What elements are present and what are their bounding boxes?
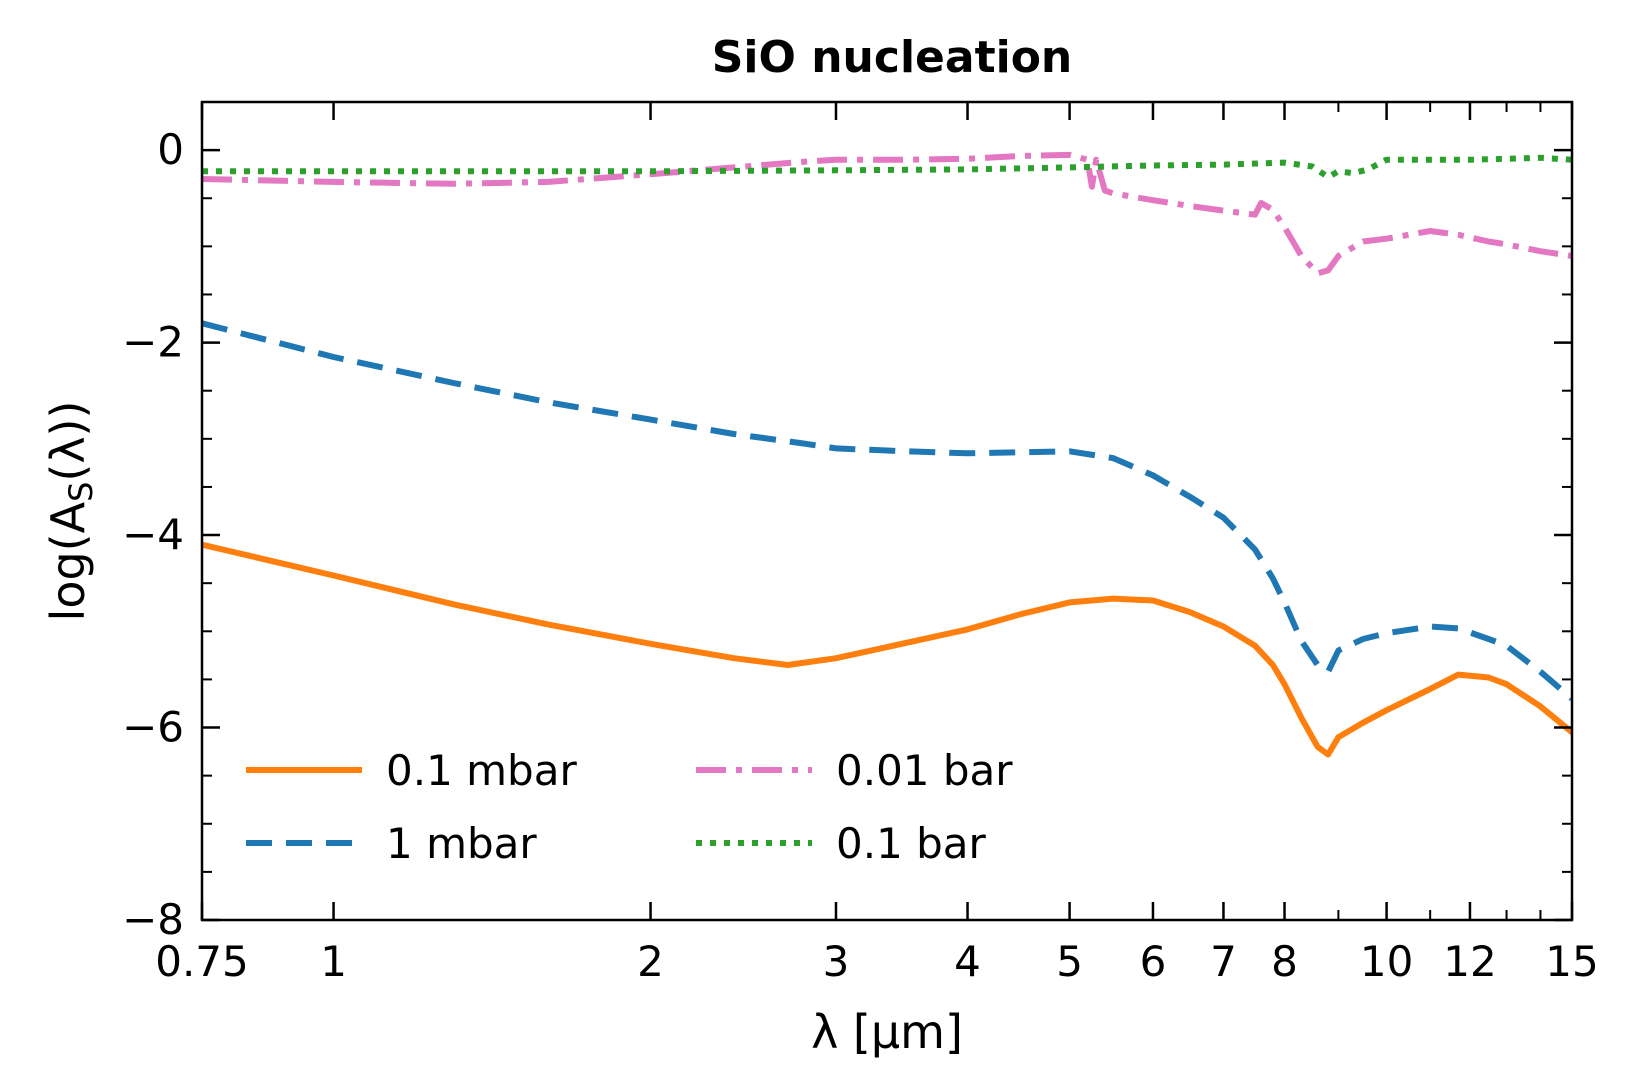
y-tick-label: −4 [122,510,184,559]
plot-frame [200,100,1574,922]
y-tick-label: −2 [122,318,184,367]
y-axis-label-prefix: log(A [41,501,95,621]
y-tick-label: 0 [157,125,184,174]
x-tick-label: 2 [637,937,664,986]
y-tick-label: −6 [122,703,184,752]
x-tick-label: 10 [1360,937,1413,986]
series-layer [202,151,1572,758]
x-tick-label: 3 [823,937,850,986]
series-line-0 [202,541,1572,758]
legend-label-1: 1 mbar [386,819,537,868]
x-tick-label: 15 [1545,937,1598,986]
y-axis-ticks: −8 −6 −4 −2 0 [122,101,1572,944]
x-tick-label: 5 [1056,937,1083,986]
y-axis-label-subscript: S [62,482,100,502]
x-tick-label: 8 [1271,937,1298,986]
x-axis-ticks: 0.75 1 2 3 4 5 6 7 8 10 12 15 [155,102,1599,986]
x-tick-label: 0.75 [155,937,249,986]
series-line-1 [202,320,1572,701]
y-tick-label: −8 [122,895,184,944]
legend-label-3: 0.1 bar [836,819,987,868]
y-axis-label: log(AS(λ)) [41,401,100,622]
x-tick-label: 7 [1210,937,1237,986]
series-line-2 [202,151,1572,277]
legend: 0.1 mbar 1 mbar 0.01 bar 0.1 bar [246,746,1013,868]
x-tick-label: 6 [1140,937,1167,986]
chart-title: SiO nucleation [712,32,1073,83]
y-axis-label-suffix: (λ)) [41,401,95,482]
series-line-3 [202,154,1572,181]
x-axis-label: λ [μm] [811,1005,963,1059]
legend-label-0: 0.1 mbar [386,746,577,795]
x-tick-label: 4 [954,937,981,986]
legend-label-2: 0.01 bar [836,746,1013,795]
x-tick-label: 12 [1443,937,1496,986]
x-tick-label: 1 [320,937,347,986]
